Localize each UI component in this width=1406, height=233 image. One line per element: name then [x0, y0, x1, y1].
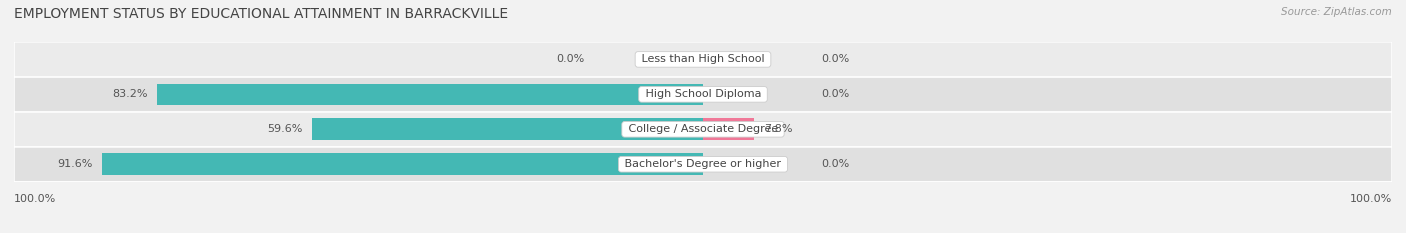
Bar	[103, 154, 703, 175]
Text: 100.0%: 100.0%	[14, 194, 56, 204]
Text: 83.2%: 83.2%	[111, 89, 148, 99]
Bar	[312, 118, 703, 140]
Bar	[703, 118, 754, 140]
Text: 100.0%: 100.0%	[1350, 194, 1392, 204]
FancyBboxPatch shape	[14, 147, 1392, 182]
FancyBboxPatch shape	[14, 112, 1392, 147]
Text: College / Associate Degree: College / Associate Degree	[624, 124, 782, 134]
Text: Less than High School: Less than High School	[638, 55, 768, 64]
Text: 0.0%: 0.0%	[821, 55, 849, 64]
Text: 59.6%: 59.6%	[267, 124, 302, 134]
Text: 0.0%: 0.0%	[557, 55, 585, 64]
Text: Bachelor's Degree or higher: Bachelor's Degree or higher	[621, 159, 785, 169]
FancyBboxPatch shape	[14, 42, 1392, 77]
Text: 7.8%: 7.8%	[763, 124, 793, 134]
Text: 0.0%: 0.0%	[821, 89, 849, 99]
Text: 0.0%: 0.0%	[821, 159, 849, 169]
Text: EMPLOYMENT STATUS BY EDUCATIONAL ATTAINMENT IN BARRACKVILLE: EMPLOYMENT STATUS BY EDUCATIONAL ATTAINM…	[14, 7, 508, 21]
Text: 91.6%: 91.6%	[56, 159, 93, 169]
Text: High School Diploma: High School Diploma	[641, 89, 765, 99]
Bar	[157, 84, 703, 105]
Text: Source: ZipAtlas.com: Source: ZipAtlas.com	[1281, 7, 1392, 17]
FancyBboxPatch shape	[14, 77, 1392, 112]
